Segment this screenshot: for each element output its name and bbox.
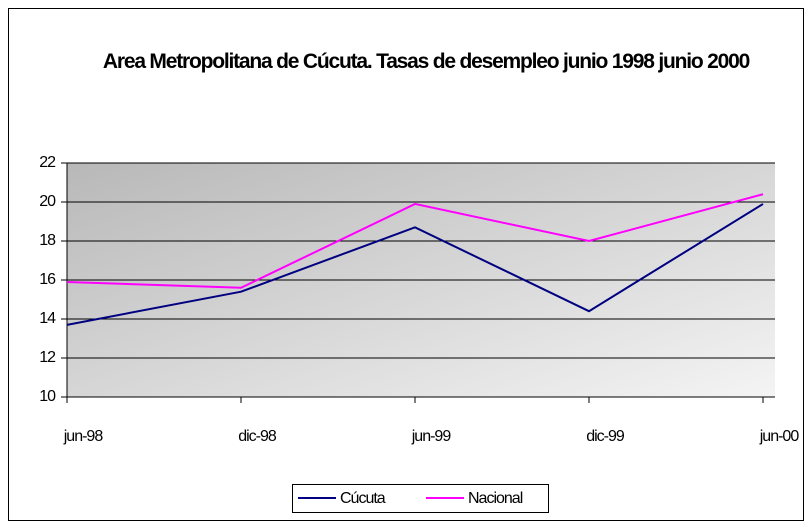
y-tick-label: 20 xyxy=(39,193,56,210)
series-line xyxy=(66,193,764,289)
y-tick-label: 18 xyxy=(39,232,56,249)
y-tick-label: 12 xyxy=(39,349,56,366)
x-tick-label: jun-99 xyxy=(411,428,452,445)
y-tick-label: 22 xyxy=(39,154,56,171)
y-tick-label: 10 xyxy=(39,388,56,405)
chart-title: Area Metropolitana de Cúcuta. Tasas de d… xyxy=(102,50,750,73)
x-tick-label: dic-99 xyxy=(586,428,625,445)
legend-label: Nacional xyxy=(468,490,523,507)
x-tick-label: jun-00 xyxy=(759,428,800,445)
y-tick-label: 16 xyxy=(39,271,56,288)
x-tick-label: dic-98 xyxy=(238,428,277,445)
legend-label: Cúcuta xyxy=(340,490,386,507)
x-tick-label: jun-98 xyxy=(63,428,104,445)
series-line xyxy=(66,203,764,326)
y-tick-label: 14 xyxy=(39,310,56,327)
